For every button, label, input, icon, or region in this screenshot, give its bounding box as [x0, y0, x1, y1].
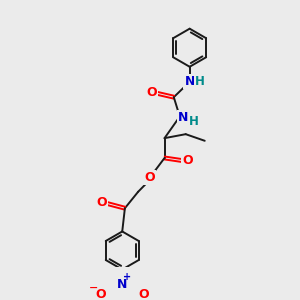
Text: −: −	[88, 283, 98, 292]
Text: O: O	[182, 154, 193, 167]
Text: H: H	[189, 115, 199, 128]
Text: O: O	[139, 288, 149, 300]
Text: O: O	[95, 288, 106, 300]
Text: O: O	[97, 196, 107, 209]
Text: O: O	[146, 86, 157, 99]
Text: +: +	[124, 272, 132, 282]
Text: H: H	[195, 75, 205, 88]
Text: O: O	[144, 170, 155, 184]
Text: N: N	[117, 278, 128, 291]
Text: N: N	[178, 111, 188, 124]
Text: N: N	[184, 75, 195, 88]
